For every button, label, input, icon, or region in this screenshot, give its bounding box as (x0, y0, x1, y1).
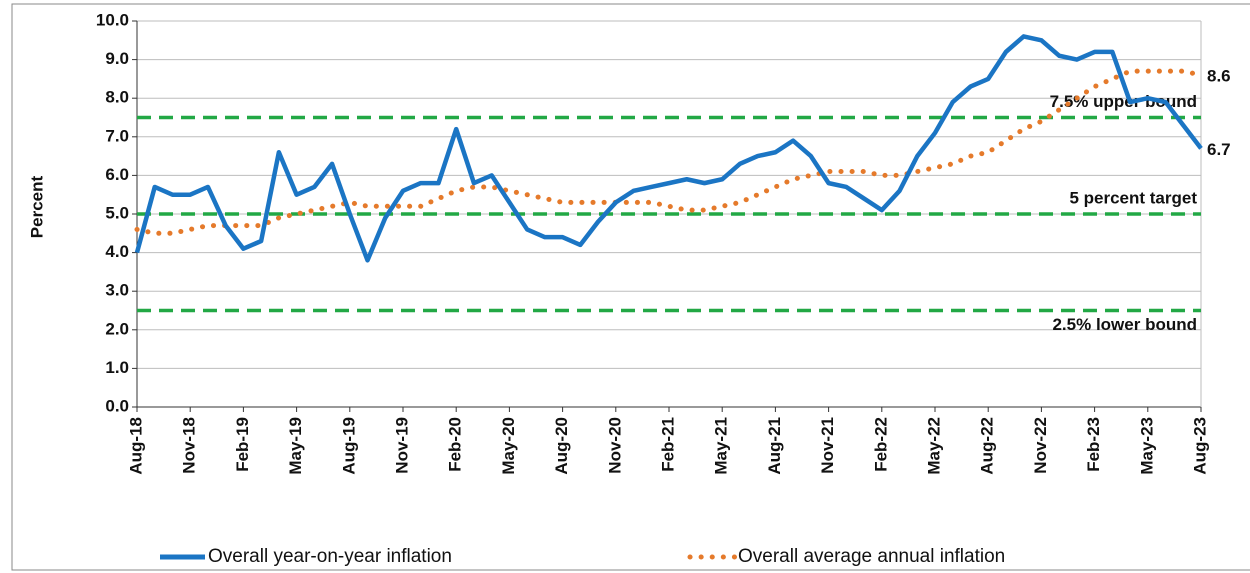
x-tick-label: Aug-23 (1190, 417, 1209, 475)
x-tick-label: Nov-21 (818, 417, 837, 474)
y-tick-label: 6.0 (105, 165, 129, 184)
reference-label: 5 percent target (1069, 188, 1197, 207)
y-tick-label: 0.0 (105, 396, 129, 415)
end-value-label: 6.7 (1207, 140, 1231, 159)
reference-label: 2.5% lower bound (1052, 315, 1197, 334)
x-tick-label: May-20 (499, 417, 518, 475)
y-axis-label: Percent (27, 175, 46, 238)
y-tick-label: 1.0 (105, 358, 129, 377)
y-tick-label: 10.0 (96, 10, 129, 29)
x-tick-label: Feb-22 (871, 417, 890, 472)
x-tick-label: Aug-18 (126, 417, 145, 475)
x-tick-label: Nov-22 (1031, 417, 1050, 474)
x-tick-label: May-22 (924, 417, 943, 475)
x-tick-label: Nov-20 (605, 417, 624, 474)
y-tick-label: 3.0 (105, 281, 129, 300)
y-tick-label: 2.0 (105, 319, 129, 338)
x-tick-label: Feb-19 (233, 417, 252, 472)
x-tick-label: Feb-23 (1084, 417, 1103, 472)
reference-label: 7.5% upper bound (1050, 92, 1197, 111)
x-tick-label: Aug-21 (765, 417, 784, 475)
legend-label: Overall year-on-year inflation (208, 546, 452, 567)
y-tick-label: 8.0 (105, 88, 129, 107)
series-line (134, 34, 1203, 263)
x-tick-label: Nov-19 (392, 417, 411, 474)
legend: Overall year-on-year inflation Overall av… (160, 546, 1005, 567)
y-tick-label: 7.0 (105, 126, 129, 145)
legend-label: Overall average annual inflation (738, 546, 1005, 567)
end-value-label: 8.6 (1207, 67, 1231, 86)
y-tick-label: 5.0 (105, 203, 129, 222)
x-tick-label: Feb-21 (658, 417, 677, 472)
x-tick-label: May-19 (286, 417, 305, 475)
y-tick-label: 9.0 (105, 49, 129, 68)
x-tick-label: May-23 (1137, 417, 1156, 475)
chart-frame (11, 3, 1250, 571)
x-tick-label: Aug-22 (978, 417, 997, 475)
x-tick-label: Nov-18 (180, 417, 199, 474)
x-tick-label: Feb-20 (446, 417, 465, 472)
x-tick-label: May-21 (712, 417, 731, 475)
x-tick-label: Aug-20 (552, 417, 571, 475)
series-line (134, 68, 1204, 236)
y-tick-label: 4.0 (105, 242, 129, 261)
x-tick-label: Aug-19 (339, 417, 358, 475)
